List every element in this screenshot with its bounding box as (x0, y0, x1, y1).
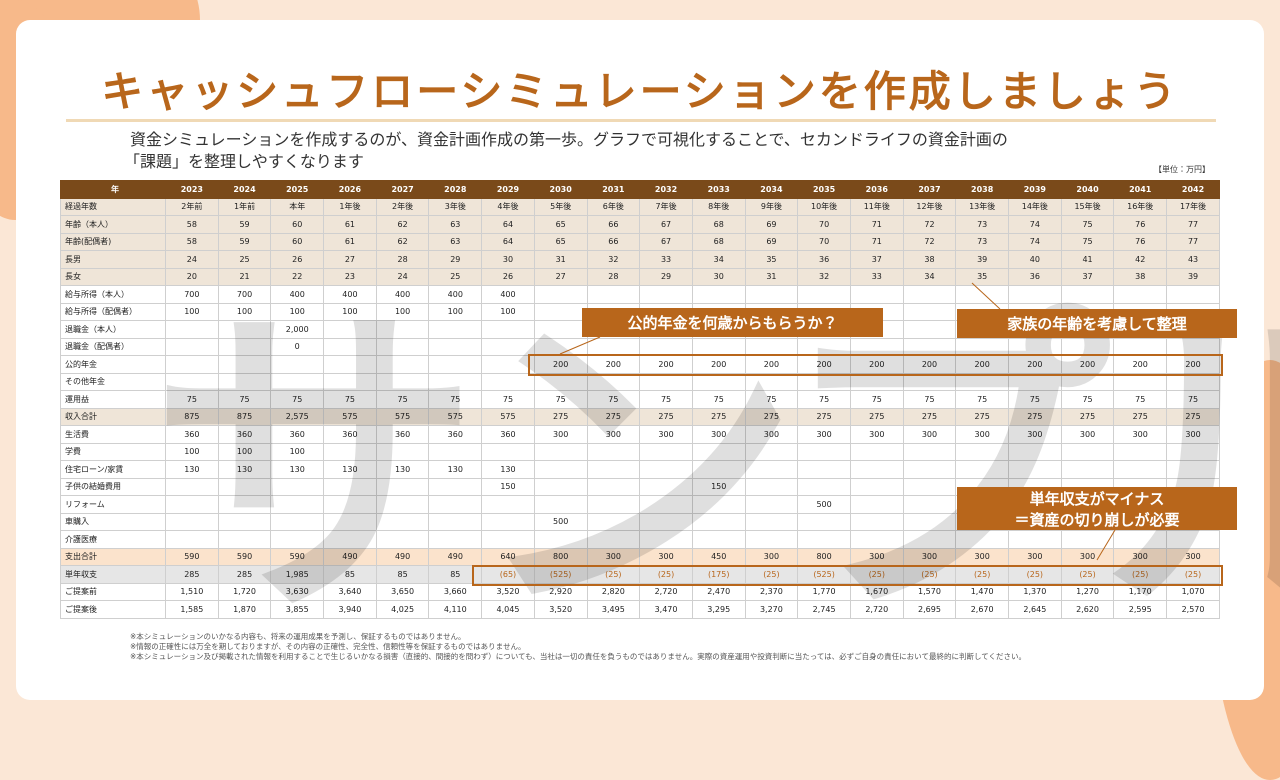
callout-text: 単年収支がマイナス (957, 488, 1237, 509)
page: {"header":{"title":"キャッシュフローシミュレーションを作成し… (0, 0, 1280, 720)
body: キャッシュフローシミュレーションを作成しましょう 資金シミュレーションを作成する… (0, 0, 1280, 720)
callout-text: ＝資産の切り崩しが必要 (957, 509, 1237, 530)
note: ※情報の正確性には万全を期しておりますが、その内容の正確性、完全性、信頼性等を保… (130, 642, 1170, 651)
arrow (560, 337, 600, 354)
callout: 公的年金を何歳からもらうか？ (582, 308, 883, 337)
callout: 単年収支がマイナス＝資産の切り崩しが必要 (957, 487, 1237, 530)
callout: 家族の年齢を考慮して整理 (957, 309, 1237, 338)
arrows (0, 0, 1280, 720)
note: ※本シミュレーション及び掲載された情報を利用することで生じるいかなる損害（直接的… (130, 652, 1170, 661)
arrow (1097, 530, 1115, 560)
note: ※本シミュレーションのいかなる内容も、将来の運用成果を予測し、保証するものではあ… (130, 632, 1170, 641)
callout-text: 家族の年齢を考慮して整理 (957, 313, 1237, 334)
callout-text: 公的年金を何歳からもらうか？ (582, 312, 883, 333)
arrow (972, 283, 1000, 309)
